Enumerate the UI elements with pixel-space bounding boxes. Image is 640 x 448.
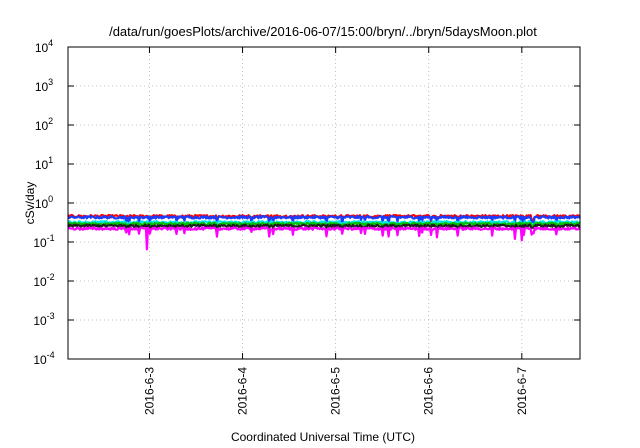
y-tick-label: 10-3 — [33, 311, 54, 328]
x-tick-label: 2016-6-4 — [236, 367, 250, 415]
grid-layer — [68, 47, 580, 359]
series-line-6 — [67, 226, 581, 251]
y-tick-label: 102 — [35, 116, 53, 133]
x-tick-label: 2016-6-3 — [142, 367, 156, 415]
y-tick-label: 101 — [35, 155, 53, 172]
x-tick-label: 2016-6-5 — [329, 367, 343, 415]
tick-layer: 10-4 10-3 10-2 10-1 100 101 102 103 104 2016-6-3 2… — [33, 38, 580, 415]
chart-title: /data/run/goesPlots/archive/2016-06-07/1… — [109, 24, 537, 39]
series-line-3 — [67, 220, 581, 227]
x-tick-label: 2016-6-6 — [422, 367, 436, 415]
y-axis-label: cSv/day — [23, 182, 37, 225]
x-tick-label: 2016-6-7 — [515, 367, 529, 415]
y-tick-label: 10-2 — [33, 272, 54, 289]
series-layer — [67, 213, 581, 251]
y-tick-label: 10-1 — [33, 233, 54, 250]
y-tick-label: 103 — [35, 77, 53, 94]
y-tick-label: 100 — [35, 194, 53, 211]
series-line-2 — [67, 215, 581, 227]
x-axis-label: Coordinated Universal Time (UTC) — [231, 430, 415, 444]
y-tick-label: 10-4 — [33, 350, 54, 367]
y-tick-label: 104 — [35, 38, 53, 55]
series-line-5 — [67, 223, 581, 231]
